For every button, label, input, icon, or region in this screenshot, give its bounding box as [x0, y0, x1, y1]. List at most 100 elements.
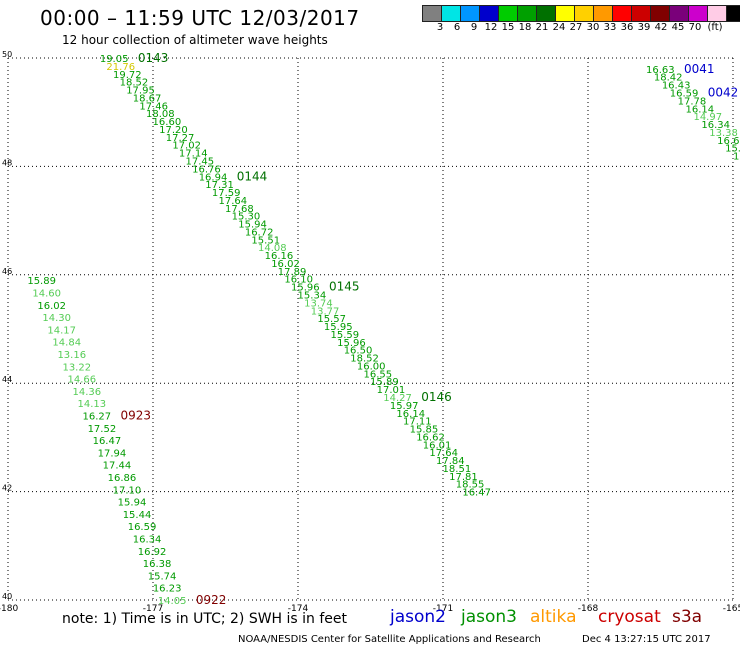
wave-height-value: 16.65	[717, 136, 740, 147]
wave-height-value: 17.44	[103, 461, 132, 472]
wave-height-value: 15.51	[251, 235, 280, 246]
wave-height-value: 16.50	[344, 346, 373, 357]
wave-height-value: 17.89	[278, 267, 307, 278]
wave-height-value: 15.95	[324, 322, 353, 333]
x-tick-label: -168	[578, 604, 599, 614]
wave-height-value: 18.52	[120, 78, 149, 89]
wave-height-value: 18.51	[443, 464, 472, 475]
wave-height-value: 18.42	[654, 73, 683, 84]
wave-height-value: 15.96	[337, 338, 366, 349]
wave-height-value: 18.67	[133, 93, 162, 104]
scale-label: 30	[586, 22, 600, 33]
wave-height-value: 13.38	[709, 128, 738, 139]
wave-height-value: 15.57	[317, 314, 346, 325]
wave-height-value: 16.43	[662, 81, 691, 92]
wave-height-value: 15.89	[370, 377, 399, 388]
wave-height-value: 13.22	[62, 362, 91, 373]
y-tick-label: 44	[2, 375, 12, 384]
scale-label: 24	[552, 22, 566, 33]
legend-s3a: s3a	[672, 607, 703, 627]
wave-height-value: 15.94	[118, 498, 147, 509]
wave-height-value: 15.6	[725, 144, 740, 155]
pass-time-label: 0923	[121, 409, 152, 423]
chart-subtitle: 12 hour collection of altimeter wave hei…	[62, 33, 328, 47]
wave-height-value: 16.34	[133, 535, 162, 546]
wave-height-value: 14.84	[52, 338, 81, 349]
scale-label: 12	[484, 22, 498, 33]
y-tick-label: 50	[2, 50, 12, 59]
wave-height-value: 14.13	[78, 399, 107, 410]
x-tick-label: -174	[288, 604, 309, 614]
wave-height-value: 16.59	[128, 522, 157, 533]
wave-height-value: 17.46	[139, 101, 168, 112]
wave-height-value: 16.38	[143, 559, 172, 570]
scale-label: 70	[688, 22, 702, 33]
wave-height-value: 16.94	[199, 172, 228, 183]
y-tick-label: 42	[2, 484, 12, 493]
footnote: note: 1) Time is in UTC; 2) SWH is in fe…	[62, 611, 348, 627]
wave-height-value: 21.76	[106, 62, 135, 73]
wave-height-value: 14.30	[42, 313, 71, 324]
wave-height-value: 17.95	[126, 86, 155, 97]
wave-height-value: 16.55	[363, 369, 392, 380]
wave-height-value: 17.20	[159, 125, 188, 136]
wave-height-value: 16.02	[37, 301, 66, 312]
wave-height-value: 13.77	[311, 306, 340, 317]
wave-height-value: 16.00	[357, 361, 386, 372]
x-tick-label: -165	[723, 604, 740, 614]
wave-height-value: 16.16	[265, 251, 294, 262]
wave-height-value: 16.47	[93, 436, 122, 447]
pass-time-label: 0041	[684, 62, 715, 76]
wave-height-value: 16.10	[284, 275, 313, 286]
wave-height-value: 19.05	[100, 54, 129, 65]
wave-height-value: 17.59	[212, 188, 241, 199]
wave-height-value: 14.60	[32, 289, 61, 300]
scale-label: 21	[535, 22, 549, 33]
scale-label: 36	[620, 22, 634, 33]
wave-height-value: 17.64	[429, 448, 458, 459]
wave-height-value: 15.74	[148, 571, 177, 582]
scale-swatch	[726, 5, 740, 22]
wave-height-value: 17.84	[436, 456, 465, 467]
pass-time-label: 0144	[237, 169, 268, 183]
wave-height-value: 14.08	[258, 243, 287, 254]
wave-height-value: 16.59	[670, 88, 699, 99]
wave-height-value: 17.94	[98, 448, 127, 459]
wave-height-value: 19.72	[113, 70, 142, 81]
x-tick-label: -177	[143, 604, 163, 614]
wave-height-value: 14.97	[693, 112, 722, 123]
wave-height-value: 14.27	[383, 393, 412, 404]
wave-height-value: 17.11	[403, 417, 432, 428]
wave-height-value: 17.14	[179, 149, 208, 160]
generated-timestamp: Dec 4 13:27:15 UTC 2017	[582, 634, 711, 645]
wave-height-value: 17.31	[205, 180, 234, 191]
color-scale	[422, 5, 740, 22]
x-tick-label: -180	[0, 604, 18, 614]
wave-height-value: 15.96	[291, 283, 320, 294]
wave-height-value: 18.52	[350, 354, 379, 365]
wave-height-value: 16.01	[423, 440, 452, 451]
wave-height-value: 17.68	[225, 204, 254, 215]
wave-height-value: 16.60	[153, 117, 182, 128]
wave-height-value: 15.30	[232, 212, 261, 223]
pass-time-label: 0922	[196, 593, 227, 607]
wave-height-value: 13.74	[304, 298, 333, 309]
wave-height-value: 17.02	[172, 141, 201, 152]
wave-height-value: 16.14	[686, 104, 715, 115]
wave-height-value: 16.62	[416, 432, 445, 443]
wave-height-value: 16.86	[108, 473, 137, 484]
legend-jason2: jason2	[390, 607, 446, 627]
scale-label: 39	[637, 22, 651, 33]
wave-height-value: 17.01	[377, 385, 406, 396]
x-tick-label: -171	[433, 604, 453, 614]
wave-height-value: 17.52	[88, 424, 117, 435]
wave-height-value: 15.89	[27, 276, 56, 287]
pass-time-label: 0146	[421, 390, 452, 404]
wave-height-value: 16.23	[153, 584, 182, 595]
wave-height-value: 15	[733, 152, 740, 163]
chart-title: 00:00 – 11:59 UTC 12/03/2017	[40, 6, 360, 30]
pass-time-label: 0143	[138, 51, 169, 65]
wave-height-value: 14.05	[158, 596, 187, 607]
